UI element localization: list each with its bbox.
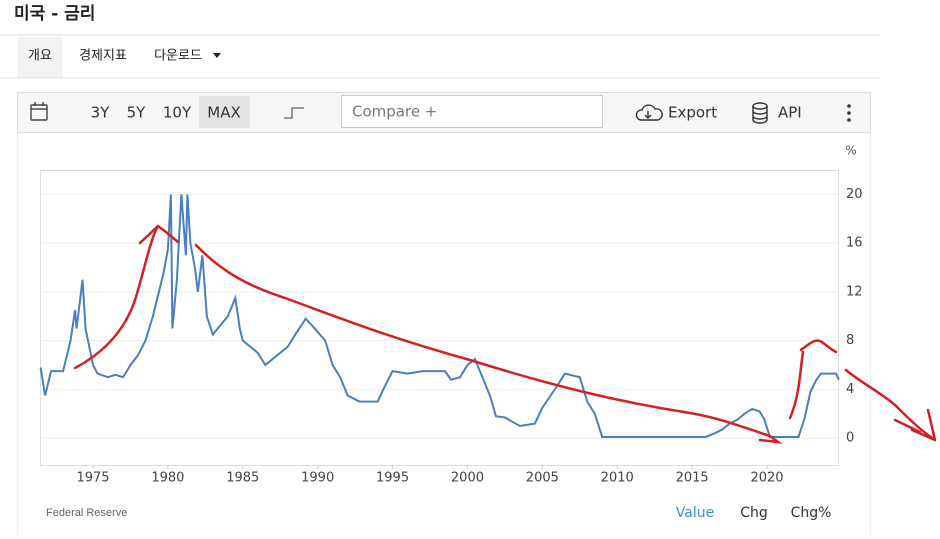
- data-line: [39, 194, 840, 438]
- tab[interactable]: 경제지표: [79, 49, 127, 64]
- y-tick-label: 4: [846, 382, 854, 397]
- range-button[interactable]: MAX: [207, 104, 240, 122]
- source: Federal Reserve: [46, 507, 127, 519]
- api-button[interactable]: API: [778, 104, 802, 122]
- x-tick-label: 2000: [451, 471, 484, 486]
- range-active-bg: [199, 96, 250, 128]
- view-tab[interactable]: Value: [676, 505, 714, 521]
- y-tick-label: 20: [846, 187, 863, 202]
- page-title: 미국 - 금리: [14, 4, 95, 24]
- x-tick-label: 1985: [226, 471, 259, 486]
- x-tick-label: 2015: [676, 471, 709, 486]
- view-tab[interactable]: Chg%: [791, 505, 832, 521]
- compare-input[interactable]: [341, 95, 603, 128]
- y-tick-label: 8: [846, 333, 854, 348]
- range-button[interactable]: 5Y: [127, 104, 147, 122]
- tab[interactable]: 다운로드: [154, 49, 202, 64]
- view-tab[interactable]: Chg: [740, 505, 768, 521]
- plot-frame: [40, 170, 839, 466]
- x-tick-label: 1980: [151, 471, 184, 486]
- export-icon[interactable]: [635, 104, 663, 121]
- plot: 0 4 8 12 16 20 1975 1980 1985 1990 1995 2000 2005 201…: [39, 170, 863, 486]
- x-tick-label: 1975: [76, 471, 109, 486]
- tab-active-bg: [17, 37, 63, 78]
- panel: [0, 0, 880, 535]
- x-tick-label: 2020: [750, 471, 783, 486]
- api-icon[interactable]: [752, 102, 768, 124]
- dropdown-caret: [213, 53, 221, 58]
- x-tick-label: 1995: [376, 471, 409, 486]
- x-tick-label: 1990: [301, 471, 334, 486]
- y-tick-label: 0: [846, 431, 854, 446]
- y-tick-label: 12: [846, 284, 863, 299]
- tab[interactable]: 개요: [28, 49, 52, 64]
- calendar-icon[interactable]: [30, 102, 48, 121]
- compare-placeholder: Compare +: [352, 103, 437, 121]
- y-unit: %: [845, 144, 856, 158]
- range-button[interactable]: 3Y: [91, 104, 111, 122]
- step-icon[interactable]: [284, 107, 304, 119]
- y-tick-label: 16: [846, 236, 863, 251]
- x-tick-label: 2010: [601, 471, 634, 486]
- export-button[interactable]: Export: [668, 104, 717, 122]
- x-tick-label: 2005: [526, 471, 559, 486]
- range-button[interactable]: 10Y: [163, 104, 192, 122]
- more-menu[interactable]: [847, 104, 851, 122]
- hand-annotation: [73, 224, 937, 444]
